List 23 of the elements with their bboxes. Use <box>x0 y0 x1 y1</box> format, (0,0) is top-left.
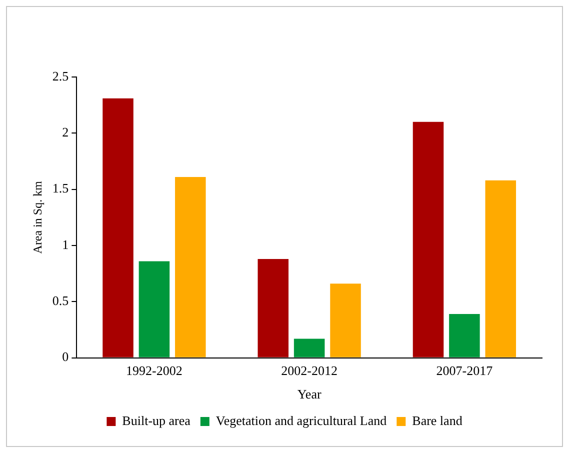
y-tick-label: 0.5 <box>52 293 69 308</box>
y-tick-label: 0 <box>62 349 69 364</box>
bar <box>485 180 516 358</box>
bar <box>412 122 444 358</box>
bar <box>138 261 170 358</box>
x-axis-title: Year <box>297 386 322 402</box>
y-tick-label: 2.5 <box>52 68 69 84</box>
y-axis-title: Area in Sq. km <box>30 180 44 254</box>
legend-label: Bare land <box>412 412 463 428</box>
bar <box>294 338 325 358</box>
y-tick-label: 1.5 <box>52 180 69 196</box>
x-tick-label: 1992-2002 <box>126 363 182 378</box>
bar <box>449 314 480 358</box>
bar <box>102 98 134 358</box>
y-tick-label: 2 <box>62 124 69 140</box>
bar <box>330 284 361 358</box>
x-tick-label: 2002-2012 <box>281 363 338 378</box>
legend-label: Vegetation and agricultural Land <box>216 412 388 428</box>
y-tick-label: 1 <box>62 236 69 252</box>
bar <box>258 258 289 358</box>
bar <box>175 176 206 358</box>
legend-label: Built-up area <box>122 412 191 428</box>
x-tick-label: 2007-2017 <box>436 363 494 378</box>
